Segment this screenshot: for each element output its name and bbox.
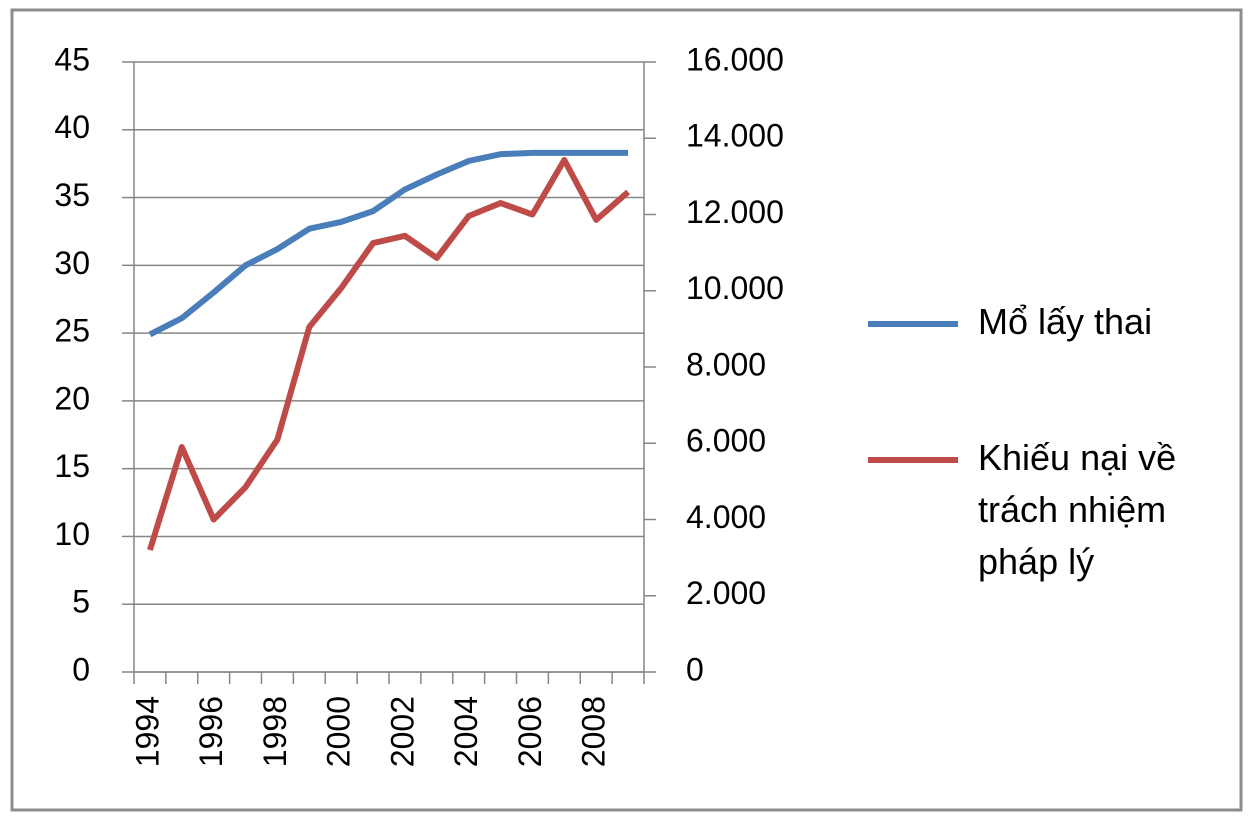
- series-line: [147, 156, 631, 551]
- y2-tick-label: 10.000: [686, 270, 784, 306]
- y-tick-label: 45: [54, 41, 90, 77]
- y2-tick-label: 6.000: [686, 423, 766, 459]
- y2-tick-label: 4.000: [686, 499, 766, 535]
- x-tick-label: 2000: [321, 696, 357, 767]
- y-tick-label: 40: [54, 109, 90, 145]
- x-tick-label: 2008: [576, 696, 612, 767]
- y-tick-label: 10: [54, 516, 90, 552]
- y-tick-label: 30: [54, 245, 90, 281]
- x-tick-label: 2006: [512, 696, 548, 767]
- legend-label: Khiếu nại về trách nhiệm pháp lý: [978, 437, 1177, 582]
- y2-tick-label: 16.000: [686, 41, 784, 77]
- x-tick-label: 1994: [129, 696, 165, 767]
- x-tick-label: 2004: [448, 696, 484, 767]
- y2-tick-label: 12.000: [686, 194, 784, 230]
- y2-tick-label: 8.000: [686, 346, 766, 382]
- legend-label: Mổ lấy thai: [978, 301, 1153, 342]
- series-line: [148, 149, 629, 338]
- y-tick-label: 20: [54, 380, 90, 416]
- y-tick-label: 0: [72, 651, 90, 687]
- y-tick-label: 5: [72, 584, 90, 620]
- y2-tick-label: 2.000: [686, 575, 766, 611]
- x-tick-label: 1996: [193, 696, 229, 767]
- y2-tick-label: 0: [686, 651, 704, 687]
- y-tick-label: 15: [54, 448, 90, 484]
- x-tick-label: 2002: [384, 696, 420, 767]
- y-tick-label: 25: [54, 313, 90, 349]
- y-tick-label: 35: [54, 177, 90, 213]
- x-tick-label: 1998: [257, 696, 293, 767]
- frame: [10, 8, 1243, 812]
- y2-tick-label: 14.000: [686, 118, 784, 154]
